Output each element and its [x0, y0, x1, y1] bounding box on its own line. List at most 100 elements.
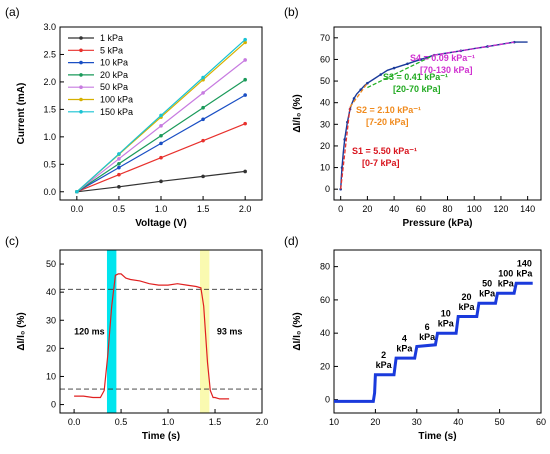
- legend-marker: [79, 85, 83, 89]
- x-tick-label: 0.0: [68, 417, 81, 427]
- x-tick-label: 80: [443, 204, 453, 214]
- y-tick-label: 10: [46, 371, 56, 381]
- x-tick-label: 140: [520, 204, 535, 214]
- x-tick-label: 50: [495, 417, 505, 427]
- sensitivity-value: S4 = 0.09 kPa⁻¹: [410, 53, 475, 63]
- series-150-kpa: [75, 37, 247, 194]
- fit-line: [340, 106, 351, 190]
- x-tick-label: 1.5: [209, 417, 222, 427]
- y-tick-label: 2.0: [43, 77, 56, 87]
- y-tick-label: 60: [320, 295, 330, 305]
- y-tick-label: 40: [320, 98, 330, 108]
- legend-label: 50 kPa: [100, 82, 128, 92]
- legend-marker: [79, 48, 83, 53]
- y-tick-label: 3.0: [43, 22, 56, 32]
- data-point: [117, 172, 121, 177]
- x-tick-label: 40: [453, 417, 463, 427]
- data-point: [243, 93, 247, 97]
- step-pressure-unit: kPa: [458, 302, 475, 312]
- x-axis-label: Voltage (V): [135, 218, 186, 229]
- data-point: [406, 62, 409, 66]
- x-tick-label: 0: [338, 204, 343, 214]
- legend-label: 150 kPa: [100, 107, 133, 117]
- legend-label: 20 kPa: [100, 70, 128, 80]
- y-tick-label: 0: [51, 400, 56, 410]
- data-point: [243, 169, 247, 174]
- y-tick-label: 20: [46, 343, 56, 353]
- step-pressure-unit: kPa: [516, 269, 533, 279]
- legend-marker: [79, 73, 83, 77]
- plot-frame: [59, 249, 263, 414]
- data-point: [159, 141, 163, 146]
- panel-label: (b): [284, 5, 299, 19]
- data-point: [201, 75, 205, 80]
- data-point: [201, 138, 205, 143]
- step-curve: [334, 281, 533, 403]
- sensitivity-value: S1 = 5.50 kPa⁻¹: [352, 146, 417, 156]
- y-axis-label: ΔI/I₀ (%): [292, 312, 303, 350]
- y-tick-label: 20: [320, 141, 330, 151]
- response-time-label: 120 ms: [74, 326, 105, 336]
- x-tick-label: 40: [389, 204, 399, 214]
- data-point: [117, 185, 121, 189]
- legend-label: 1 kPa: [100, 33, 123, 43]
- y-tick-label: 0.5: [43, 159, 56, 169]
- series-50-kpa: [75, 58, 247, 194]
- y-tick-label: 60: [320, 54, 330, 64]
- x-tick-label: 0.5: [113, 204, 126, 214]
- step-pressure-unit: kPa: [419, 332, 436, 342]
- data-point: [352, 97, 356, 100]
- x-tick-label: 30: [412, 417, 422, 427]
- data-point: [117, 157, 121, 161]
- data-point: [392, 66, 396, 70]
- x-tick-label: 20: [362, 204, 372, 214]
- y-tick-label: 20: [320, 361, 330, 371]
- data-point: [159, 124, 163, 128]
- panel-c-response-time: 0.0 0.5 1.0 1.5 2.0 0 10 20 30 40 50 Time (s) ΔI/I₀ …: [5, 234, 268, 442]
- x-tick-label: 1.5: [197, 204, 210, 214]
- data-point: [243, 40, 247, 45]
- step-pressure-unit: kPa: [498, 279, 515, 289]
- data-point: [159, 133, 163, 138]
- pressure-range: [70-130 kPa]: [420, 65, 473, 75]
- step-pressure-value: 2: [381, 350, 386, 360]
- panel-label: (a): [5, 5, 20, 19]
- legend-label: 100 kPa: [100, 95, 133, 105]
- panel-b-sensitivity: 0 20 40 60 80 100 120 140 0 10 20 30 40 50 60 70 Pressur…: [284, 5, 542, 229]
- time-band: [199, 250, 210, 413]
- data-point: [159, 113, 163, 118]
- response-time-label: 93 ms: [217, 326, 243, 336]
- x-tick-label: 60: [536, 417, 546, 427]
- y-tick-label: 30: [46, 315, 56, 325]
- step-pressure-value: 140: [517, 259, 532, 269]
- data-point: [117, 161, 121, 166]
- y-axis-label: Current (mA): [16, 83, 27, 145]
- legend-marker: [79, 36, 83, 40]
- data-point: [243, 121, 247, 126]
- y-tick-label: 10: [320, 163, 330, 173]
- data-point: [201, 117, 205, 122]
- x-tick-label: 1.0: [155, 204, 168, 214]
- step-pressure-value: 4: [402, 333, 407, 343]
- y-axis-label: ΔI/I₀ (%): [16, 312, 27, 350]
- x-axis-label: Time (s): [142, 431, 180, 442]
- time-band: [106, 250, 117, 413]
- data-point: [117, 152, 121, 156]
- x-tick-label: 2.0: [256, 417, 269, 427]
- step-pressure-value: 10: [441, 309, 451, 319]
- x-tick-label: 20: [370, 417, 380, 427]
- y-tick-label: 40: [46, 287, 56, 297]
- plot-frame: [59, 26, 263, 201]
- y-tick-label: 1.0: [43, 132, 56, 142]
- y-tick-label: 80: [320, 262, 330, 272]
- data-point: [243, 77, 247, 82]
- fit-line: [349, 82, 368, 108]
- data-point: [159, 179, 163, 184]
- plot-frame: [333, 249, 542, 414]
- data-point: [201, 91, 205, 95]
- data-point: [201, 174, 205, 179]
- y-tick-label: 50: [320, 76, 330, 86]
- legend-marker: [79, 60, 83, 65]
- x-tick-label: 0.0: [71, 204, 84, 214]
- x-tick-label: 1.0: [162, 417, 175, 427]
